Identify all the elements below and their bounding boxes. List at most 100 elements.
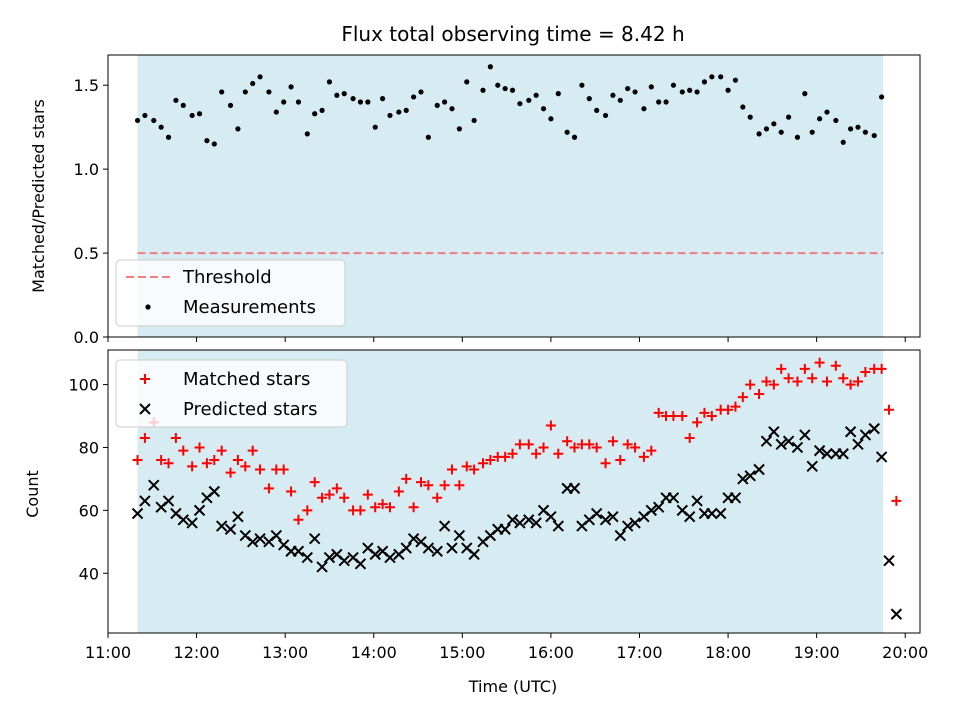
data-point [667, 492, 680, 504]
data-point [134, 117, 141, 124]
data-point [355, 505, 366, 516]
data-point [729, 492, 742, 504]
data-point [792, 376, 803, 387]
data-point [380, 96, 386, 102]
data-point [240, 461, 251, 472]
data-point [646, 445, 657, 456]
data-point [415, 477, 426, 488]
data-point [254, 532, 266, 545]
data-point [840, 139, 846, 145]
data-point [442, 99, 448, 105]
data-point [523, 514, 535, 526]
legend-box [115, 359, 348, 428]
data-point [369, 548, 381, 561]
data-point [308, 532, 321, 545]
data-point [186, 517, 198, 529]
data-point [709, 74, 715, 80]
data-point [407, 532, 420, 545]
data-point [178, 445, 189, 456]
data-point [257, 74, 263, 80]
data-point [545, 510, 557, 523]
data-point [194, 442, 205, 453]
data-point [725, 87, 731, 93]
data-point [495, 82, 501, 88]
data-point [683, 510, 696, 523]
data-point [232, 510, 244, 523]
data-point [423, 480, 434, 491]
data-point [422, 542, 435, 554]
data-point [354, 558, 367, 570]
data-point [621, 520, 634, 532]
data-point [615, 455, 626, 466]
x-axis-label: Time (UTC) [468, 677, 557, 696]
data-point [365, 99, 371, 105]
data-point [610, 92, 616, 98]
data-point [737, 473, 749, 485]
data-point [890, 608, 903, 620]
data-point [323, 551, 336, 564]
data-point [507, 448, 518, 459]
data-point [883, 404, 894, 415]
data-point [747, 114, 753, 120]
x-tick-label: 20:00 [882, 643, 928, 662]
data-point [173, 97, 179, 103]
x-tick-label: 18:00 [705, 643, 751, 662]
data-point [600, 458, 611, 469]
data-point [533, 92, 539, 98]
data-point [824, 109, 830, 115]
data-point [242, 89, 248, 95]
data-point [477, 458, 488, 469]
data-point [509, 87, 516, 93]
data-point [706, 411, 717, 422]
data-point [514, 517, 526, 529]
data-point [670, 82, 677, 88]
data-point [776, 363, 787, 374]
data-point [821, 376, 832, 387]
data-point [883, 554, 895, 567]
data-point [860, 367, 871, 378]
y-tick-label: 1.0 [74, 160, 99, 179]
legend-predicted-label: Predicted stars [183, 399, 317, 420]
data-point [771, 121, 777, 127]
data-point [193, 504, 206, 517]
data-point [208, 485, 221, 498]
data-point [548, 116, 554, 122]
data-point [876, 363, 887, 374]
data-point [439, 480, 450, 491]
data-point [480, 87, 486, 93]
data-point [148, 479, 160, 491]
data-point [891, 495, 902, 506]
data-point [564, 129, 570, 135]
data-point [142, 112, 148, 119]
data-point [763, 126, 770, 132]
data-point [594, 107, 600, 113]
data-point [530, 517, 542, 529]
data-point [838, 373, 849, 384]
y-tick-label: 60 [79, 501, 99, 520]
data-point [833, 117, 839, 124]
data-point [350, 96, 356, 102]
data-point [464, 79, 470, 85]
data-point [638, 451, 649, 462]
data-point [201, 458, 212, 469]
top-y-axis-label: Matched/Predicted stars [29, 99, 48, 293]
data-point [756, 131, 762, 137]
data-point [830, 360, 841, 371]
data-point [286, 486, 297, 497]
data-point [768, 426, 780, 438]
legend-measurements-label: Measurements [183, 297, 316, 318]
data-point [301, 551, 314, 564]
data-point [737, 392, 748, 403]
data-point [607, 436, 618, 447]
data-point [449, 106, 455, 112]
data-point [293, 514, 304, 525]
data-point [668, 411, 679, 422]
x-tick-label: 12:00 [174, 643, 220, 662]
data-point [745, 379, 756, 390]
data-point [341, 91, 347, 97]
y-tick-label: 1.5 [74, 76, 99, 95]
data-point [401, 473, 412, 484]
data-point [219, 89, 225, 95]
data-point [338, 554, 350, 567]
data-point [783, 373, 794, 384]
